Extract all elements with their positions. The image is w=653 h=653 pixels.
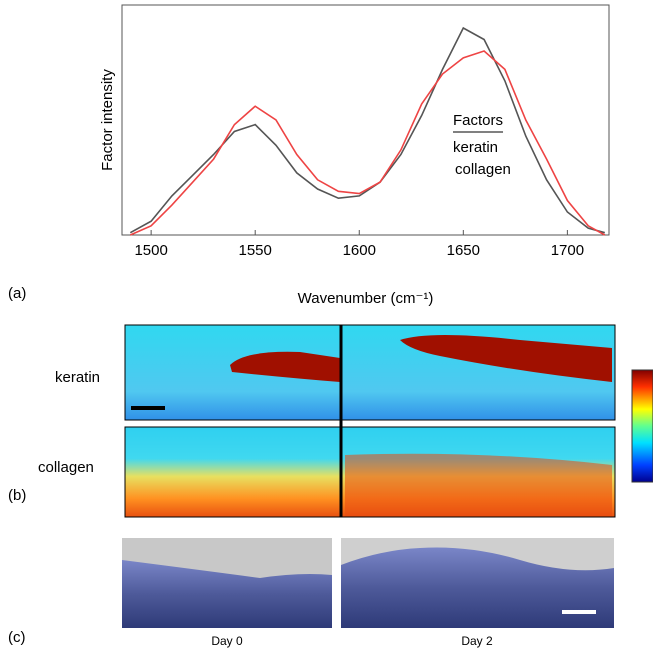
- x-tick-label: 1650: [447, 242, 480, 259]
- plot-frame: [121, 4, 610, 236]
- series-line: [129, 50, 606, 236]
- collagen-band: [345, 453, 612, 517]
- keratin-band: [400, 335, 612, 382]
- panel-label: (c): [8, 629, 26, 646]
- keratin-band: [230, 351, 340, 382]
- tissue: [122, 560, 332, 628]
- map-row-label: keratin: [55, 369, 100, 386]
- x-tick-label: 1550: [239, 242, 272, 259]
- y-axis-label: Factor intensity: [99, 69, 116, 171]
- panel-label: (b): [8, 487, 26, 504]
- x-axis-label: Wavenumber (cm⁻¹): [298, 290, 434, 307]
- series-line: [129, 26, 606, 234]
- map-row-label: collagen: [38, 459, 94, 476]
- heatmaps: [124, 324, 653, 518]
- legend-entry: keratin: [453, 139, 498, 156]
- image-caption: Day 2: [461, 634, 493, 648]
- panel-label: (a): [8, 285, 26, 302]
- keratin-map: [125, 325, 615, 420]
- x-tick-label: 1700: [551, 242, 584, 259]
- micrographs: [122, 538, 614, 628]
- colorbar: [631, 369, 653, 483]
- map-frame: [124, 426, 616, 518]
- legend-entry: collagen: [455, 161, 511, 178]
- tissue: [341, 547, 614, 628]
- x-tick-label: 1600: [343, 242, 376, 259]
- map-frame: [124, 324, 616, 421]
- image-caption: Day 0: [211, 634, 243, 648]
- legend-title: Factors: [453, 112, 503, 129]
- x-tick-label: 1500: [134, 242, 167, 259]
